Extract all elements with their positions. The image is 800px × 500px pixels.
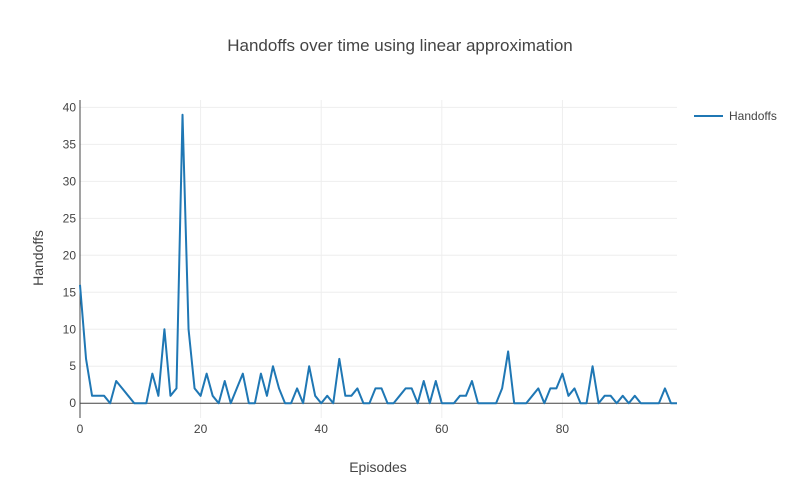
y-tick-label: 35: [63, 137, 77, 151]
legend[interactable]: Handoffs: [694, 109, 777, 123]
y-tick-label: 0: [69, 396, 76, 410]
y-tick-label: 30: [63, 174, 77, 188]
x-tick-label: 0: [77, 422, 84, 436]
y-axis-ticks: 0 5 10 15 20 25 30 35 40: [63, 100, 77, 410]
y-tick-label: 40: [63, 100, 77, 114]
y-tick-label: 5: [69, 359, 76, 373]
y-tick-label: 20: [63, 248, 77, 262]
x-tick-label: 20: [194, 422, 208, 436]
x-tick-label: 60: [435, 422, 449, 436]
y-tick-label: 15: [63, 285, 77, 299]
x-axis-ticks: 0 20 40 60 80: [77, 422, 570, 436]
legend-label-handoffs: Handoffs: [729, 109, 777, 123]
chart-title: Handoffs over time using linear approxim…: [227, 36, 573, 55]
y-tick-label: 10: [63, 322, 77, 336]
y-tick-label: 25: [63, 211, 77, 225]
series-line-handoffs: [79, 113, 677, 405]
x-tick-label: 80: [556, 422, 570, 436]
y-axis-title: Handoffs: [30, 230, 46, 286]
x-axis-title: Episodes: [349, 459, 407, 475]
x-tick-label: 40: [315, 422, 329, 436]
grid-layer: [79, 100, 677, 418]
